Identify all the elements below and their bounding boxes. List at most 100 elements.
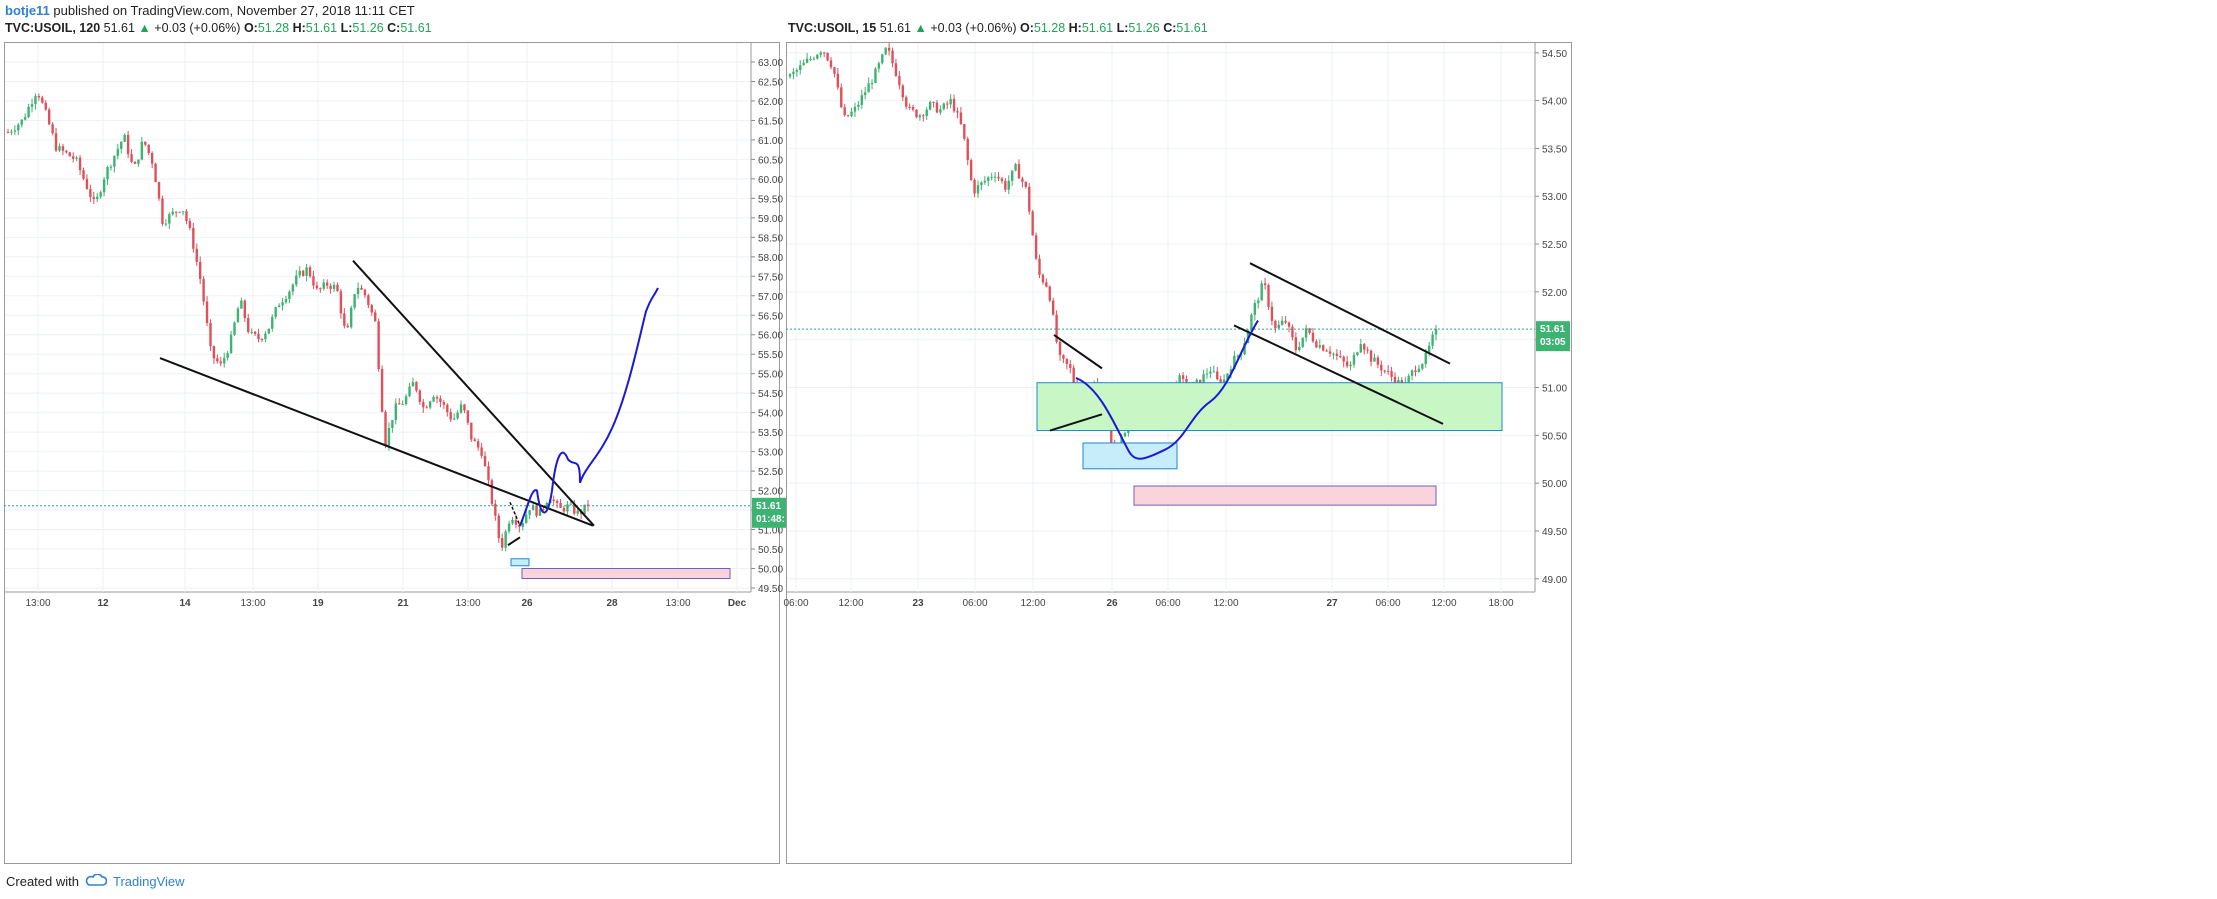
candle-body: [809, 58, 812, 60]
countdown-label: 03:05: [1540, 337, 1566, 348]
candle-body: [846, 115, 850, 117]
candle-body: [353, 294, 356, 308]
chart1-panel[interactable]: [4, 42, 780, 864]
chart2-panel[interactable]: [786, 42, 1572, 864]
candle-body: [932, 101, 935, 103]
candle-body: [1004, 180, 1007, 190]
x-tick-label: 06:00: [1155, 598, 1180, 609]
candle-body: [1041, 274, 1045, 283]
candle-body: [363, 289, 367, 296]
zone-green[interactable]: [1036, 382, 1503, 432]
tradingview-link[interactable]: TradingView: [112, 874, 185, 889]
candle-body: [490, 480, 494, 504]
chart2-change: +0.03 (+0.06%): [930, 21, 1017, 35]
candle-body: [264, 333, 267, 340]
candle-body: [1000, 178, 1004, 181]
published-text: published on TradingView.com, November 2…: [49, 3, 415, 18]
candle-body: [257, 333, 260, 340]
chart2-open: 51.28: [1033, 21, 1066, 35]
zone-blue[interactable]: [1082, 442, 1178, 470]
candle-body: [504, 531, 507, 548]
candle-body: [346, 325, 349, 328]
candle-body: [370, 305, 373, 313]
candle-body: [463, 404, 466, 411]
candle-body: [1267, 285, 1270, 307]
candle-body: [92, 197, 95, 200]
candle-body: [212, 346, 216, 359]
chart2-symbol[interactable]: TVC:USOIL, 15: [788, 21, 877, 35]
zone-blue[interactable]: [510, 558, 530, 567]
candle-body: [1339, 356, 1342, 358]
candle-body: [140, 141, 144, 160]
y-tick-label: 63.00: [758, 58, 783, 69]
candle-body: [535, 505, 538, 516]
candle-body: [1233, 355, 1236, 370]
x-tick-label: 27: [1326, 598, 1338, 609]
candle-body: [229, 334, 233, 354]
candle-body: [514, 519, 518, 525]
candle-body: [236, 308, 240, 323]
candle-body: [325, 282, 329, 286]
candle-body: [164, 223, 168, 225]
candle-body: [812, 58, 816, 60]
y-tick-label: 54.50: [758, 389, 783, 400]
trendline-support[interactable]: [159, 357, 594, 527]
y-tick-label: 54.00: [758, 409, 783, 420]
candle-body: [1291, 326, 1294, 338]
candle-body: [17, 124, 20, 131]
candle-body: [925, 109, 928, 116]
candle-body: [439, 398, 442, 403]
candle-body: [432, 396, 435, 402]
y-tick-label: 61.00: [758, 136, 783, 147]
candle-body: [47, 109, 51, 125]
candle-body: [360, 287, 363, 290]
candle-body: [75, 157, 78, 159]
candle-body: [1062, 355, 1065, 359]
trendline-dashed[interactable]: [509, 501, 521, 526]
y-tick-label: 59.50: [758, 194, 783, 205]
candle-body: [452, 418, 456, 420]
candle-body: [980, 182, 983, 186]
candle-body: [795, 70, 799, 72]
x-tick-label: 23: [912, 598, 924, 609]
flag-bottom-line[interactable]: [1049, 413, 1103, 432]
y-tick-label: 56.50: [758, 311, 783, 322]
candle-body: [188, 221, 192, 228]
trendline-small[interactable]: [507, 536, 521, 546]
flag-top-line[interactable]: [1053, 334, 1103, 370]
candle-body: [987, 177, 990, 181]
candle-body: [1421, 364, 1424, 369]
candle-body: [404, 396, 408, 405]
candle-body: [908, 106, 911, 108]
chart1-low: 51.26: [352, 21, 384, 35]
projection-curve[interactable]: [519, 287, 659, 527]
author-link[interactable]: botje11: [5, 3, 50, 18]
candle-body: [952, 98, 956, 112]
zone-pink[interactable]: [1133, 485, 1437, 506]
candle-body: [181, 211, 185, 213]
candle-body: [1048, 286, 1051, 301]
candle-body: [1007, 180, 1010, 190]
footer: Created with TradingView: [6, 873, 185, 889]
chart1-symbol[interactable]: TVC:USOIL, 120: [5, 21, 101, 35]
candle-body: [459, 404, 463, 413]
candle-body: [456, 412, 459, 419]
zone-pink[interactable]: [521, 568, 731, 580]
candle-body: [1407, 375, 1410, 383]
y-tick-label: 50.00: [758, 565, 783, 576]
projection-curve[interactable]: [1075, 320, 1259, 460]
chart2-last: 51.61: [879, 21, 911, 35]
candle-body: [483, 455, 487, 467]
channel-top-line[interactable]: [1249, 262, 1451, 365]
candle-body: [277, 305, 281, 308]
candle-body: [1229, 369, 1233, 374]
candle-body: [867, 83, 870, 93]
candle-body: [1010, 170, 1014, 181]
candle-body: [538, 508, 542, 516]
candle-body: [993, 176, 997, 178]
candle-body: [349, 307, 353, 328]
x-tick-label: 12:00: [1020, 598, 1045, 609]
candle-body: [1014, 164, 1017, 171]
channel-bottom-line[interactable]: [1233, 324, 1444, 425]
